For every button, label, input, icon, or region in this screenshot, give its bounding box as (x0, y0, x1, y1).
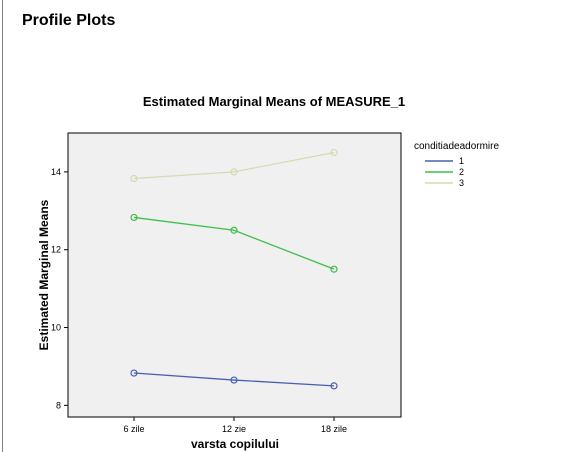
series-line-2 (133, 216, 335, 270)
legend: 123 (425, 156, 464, 188)
data-point-3 (230, 168, 238, 176)
data-point-1 (230, 376, 238, 384)
section-heading: Profile Plots (22, 12, 116, 29)
series-line-3 (133, 151, 335, 180)
left-rule (2, 0, 3, 452)
y-axis-label: Estimated Marginal Means (37, 199, 51, 350)
data-point-2 (130, 213, 138, 222)
plot-area (67, 132, 402, 418)
axis-ticks: 8 10 12 14 6 zile 12 zie 18 zile (51, 167, 347, 434)
legend-title: conditiadeadormire (414, 141, 499, 152)
y-tick-label: 12 (51, 245, 61, 255)
series-line-1 (133, 372, 335, 387)
legend-label-2: 2 (459, 167, 464, 177)
x-axis-label: varsta copilului (191, 437, 279, 451)
y-tick-label: 10 (51, 323, 61, 333)
series-group (130, 148, 338, 390)
y-tick-label: 8 (56, 400, 61, 410)
data-point-3 (330, 148, 338, 157)
legend-label-3: 3 (459, 178, 464, 188)
data-point-3 (130, 174, 138, 183)
data-point-1 (130, 369, 138, 377)
x-tick-label: 18 zile (321, 424, 347, 434)
x-tick-label: 6 zile (123, 424, 144, 434)
data-point-2 (230, 226, 238, 234)
chart-title: Estimated Marginal Means of MEASURE_1 (142, 94, 406, 109)
y-tick-label: 14 (51, 167, 61, 177)
data-point-1 (330, 382, 338, 390)
x-tick-label: 12 zie (222, 424, 246, 434)
data-point-2 (330, 265, 338, 273)
legend-label-1: 1 (459, 156, 464, 166)
